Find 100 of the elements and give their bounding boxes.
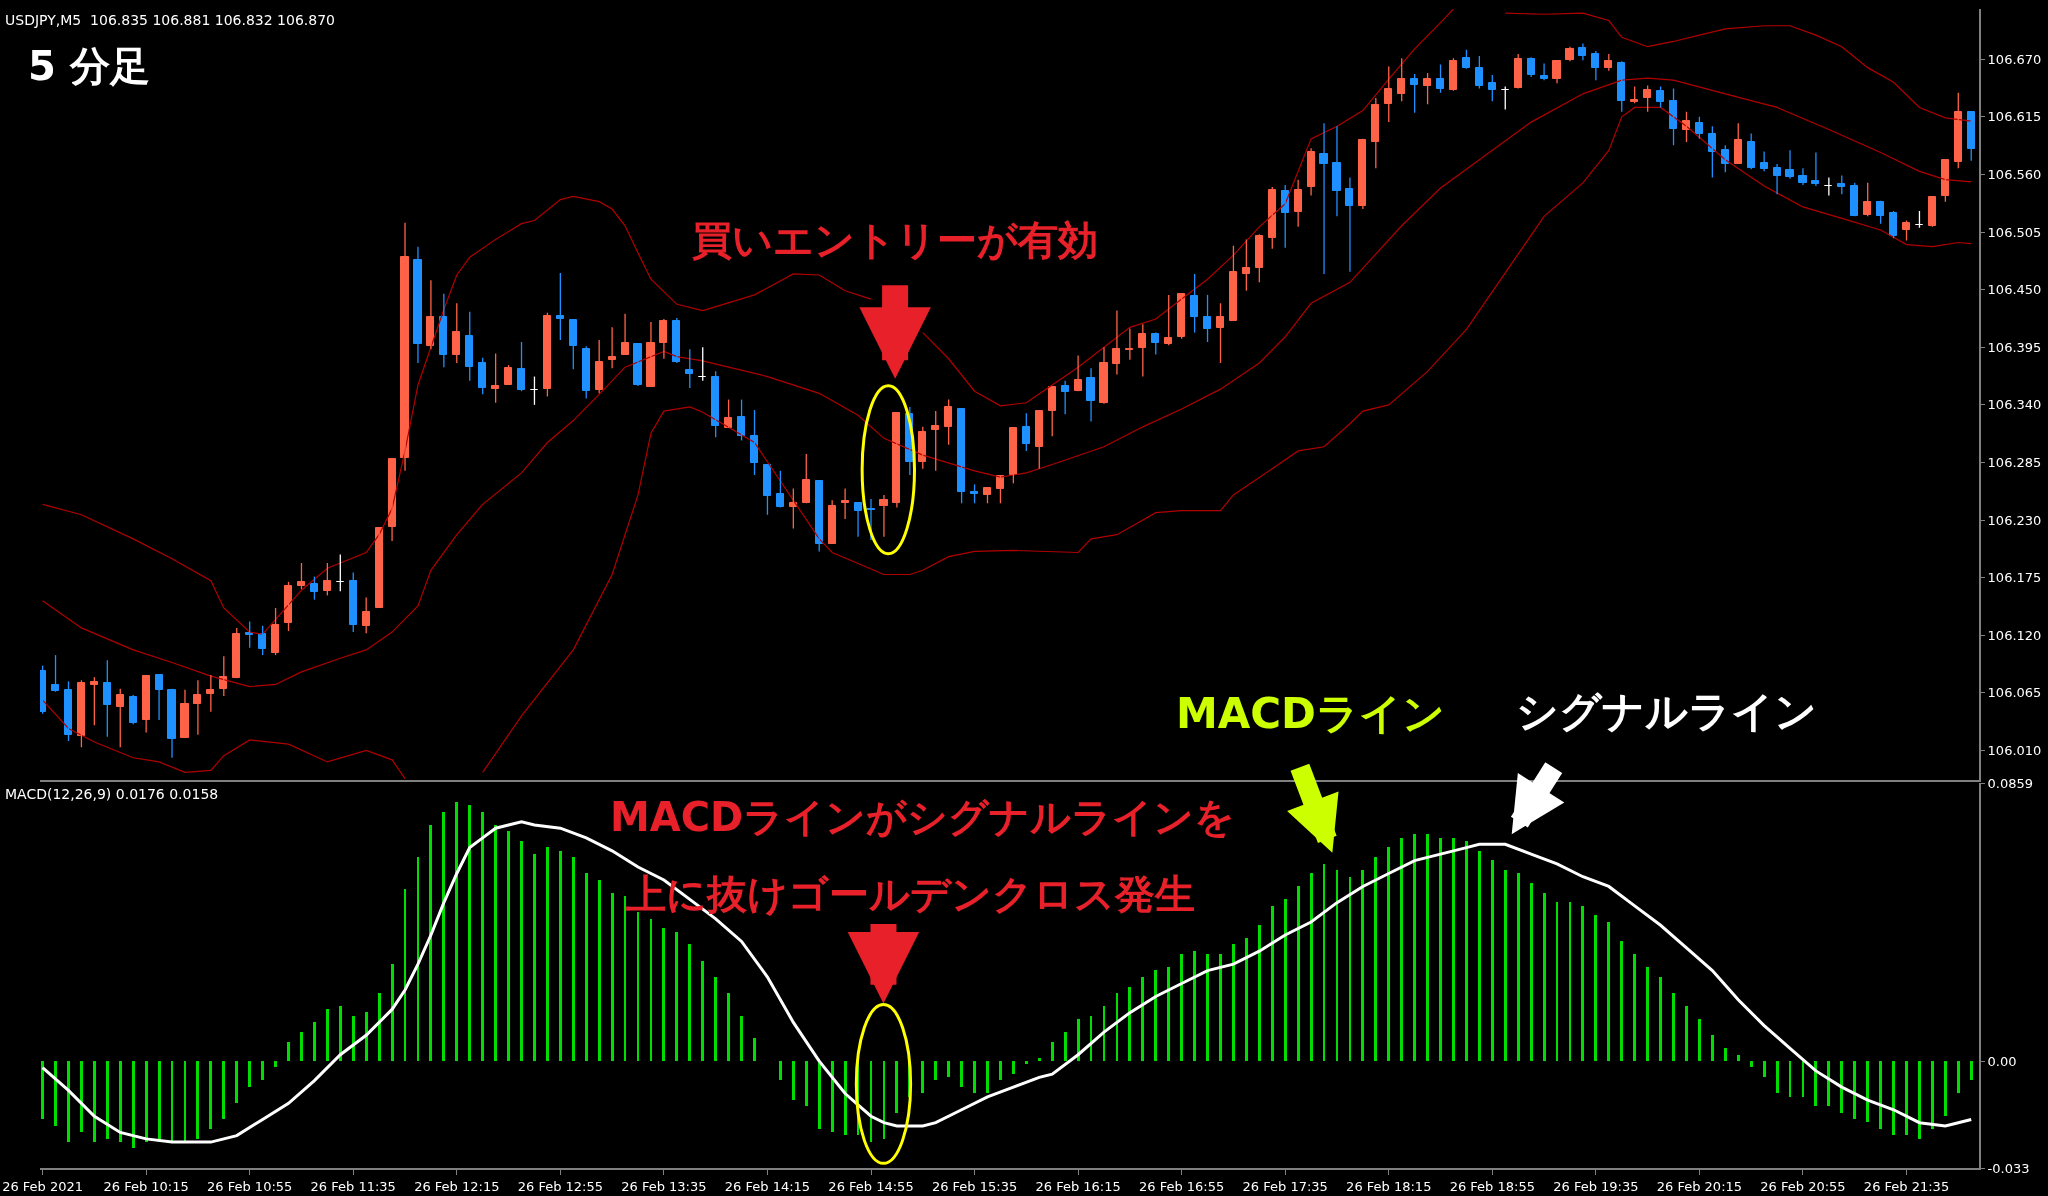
bar [960, 1061, 963, 1088]
annotation: USDJPY,M5 106.835 106.881 106.832 106.870 [5, 12, 335, 28]
bar [1569, 902, 1571, 1062]
y-tick-label: -0.033 [1987, 1160, 2030, 1176]
bar [779, 1061, 782, 1081]
bar [1128, 987, 1131, 1062]
bar [1284, 899, 1287, 1062]
bar [1038, 1058, 1041, 1062]
bar [1349, 877, 1351, 1062]
bar [1154, 970, 1157, 1062]
bar [1698, 1019, 1701, 1062]
bar [507, 831, 510, 1062]
bar [1620, 941, 1623, 1062]
y-tick-label: 106.395 [1987, 339, 2042, 355]
bar [662, 928, 665, 1062]
bar [870, 1061, 872, 1143]
bar [455, 802, 458, 1062]
bar [339, 1006, 342, 1062]
bar [248, 1061, 251, 1088]
bar [365, 1012, 368, 1062]
bar [1167, 967, 1170, 1062]
bar [352, 1016, 355, 1062]
x-tick-label: 26 Feb 15:35 [931, 1178, 1018, 1194]
bar [1814, 1061, 1817, 1107]
bar [714, 977, 717, 1062]
bar [546, 847, 549, 1062]
x-tick-label: 26 Feb 11:35 [310, 1178, 396, 1194]
bar [1737, 1055, 1740, 1062]
y-tick-label: 106.065 [1987, 685, 2042, 701]
bar [1672, 993, 1675, 1062]
bar [1724, 1048, 1727, 1062]
bar [598, 880, 601, 1062]
bar [1879, 1061, 1882, 1130]
bar [1232, 944, 1235, 1062]
bar [494, 825, 497, 1062]
bar [1504, 870, 1507, 1062]
bar [1866, 1061, 1869, 1123]
bar [1840, 1061, 1843, 1114]
bar [442, 812, 445, 1062]
x-tick-label: 26 Feb 10:55 [207, 1178, 293, 1194]
y-tick-label: 106.340 [1987, 397, 2042, 413]
annotation: MACDラインがシグナルラインを [610, 794, 1236, 840]
bar [1361, 870, 1364, 1062]
bar [1556, 902, 1558, 1062]
annotation: MACDライン [1176, 689, 1445, 738]
x-tick-label: 26 Feb 17:35 [1242, 1178, 1328, 1194]
bar [1957, 1061, 1960, 1094]
bar [1931, 1061, 1934, 1130]
bar [1750, 1061, 1753, 1068]
bar [313, 1022, 316, 1062]
bar [1193, 951, 1196, 1062]
candlestick [931, 410, 939, 472]
bar [1271, 906, 1274, 1062]
bar [973, 1061, 976, 1094]
candlestick [556, 272, 564, 341]
bar [1711, 1035, 1714, 1062]
bar [93, 1061, 96, 1143]
y-tick-label: 106.285 [1987, 454, 2042, 470]
bar [378, 993, 381, 1062]
bar [1646, 967, 1649, 1062]
bar [895, 1061, 898, 1114]
annotation: 買いエントリーが有効 [692, 217, 1098, 263]
y-tick-label: 106.175 [1987, 570, 2042, 586]
y-tick-label: 106.615 [1987, 109, 2042, 125]
candlestick [297, 562, 305, 590]
bar [287, 1042, 290, 1062]
bar [222, 1061, 225, 1120]
bar [740, 1016, 743, 1062]
x-tick-label: 26 Feb 12:55 [517, 1178, 603, 1194]
bar [1245, 938, 1248, 1062]
bar [1012, 1061, 1015, 1075]
bar [468, 805, 471, 1062]
bar [1103, 1006, 1105, 1062]
bar [1141, 977, 1144, 1062]
bar [611, 893, 614, 1062]
bar [145, 1061, 148, 1143]
bar [1051, 1042, 1054, 1062]
bar [196, 1061, 199, 1140]
bar [326, 1009, 329, 1062]
bar [80, 1061, 83, 1133]
bar [106, 1061, 109, 1140]
bar [1064, 1032, 1067, 1062]
bar [1970, 1061, 1973, 1081]
x-tick-label: 26 Feb 14:15 [724, 1178, 811, 1194]
bar [481, 812, 484, 1062]
bar [701, 961, 704, 1062]
x-tick-label: 26 Feb 10:15 [103, 1178, 189, 1194]
bar [792, 1061, 795, 1101]
bar [1763, 1061, 1766, 1078]
bar [1025, 1061, 1028, 1065]
x-tick-label: 26 Feb 2021 [2, 1178, 84, 1194]
candlestick [1837, 174, 1845, 195]
bar [391, 964, 394, 1062]
bar [1180, 954, 1183, 1062]
x-tick-label: 26 Feb 14:55 [828, 1178, 914, 1194]
bar [1090, 1016, 1092, 1062]
bar [1258, 925, 1261, 1062]
bar [1543, 893, 1546, 1062]
bar [921, 1061, 924, 1094]
bar [727, 993, 730, 1062]
